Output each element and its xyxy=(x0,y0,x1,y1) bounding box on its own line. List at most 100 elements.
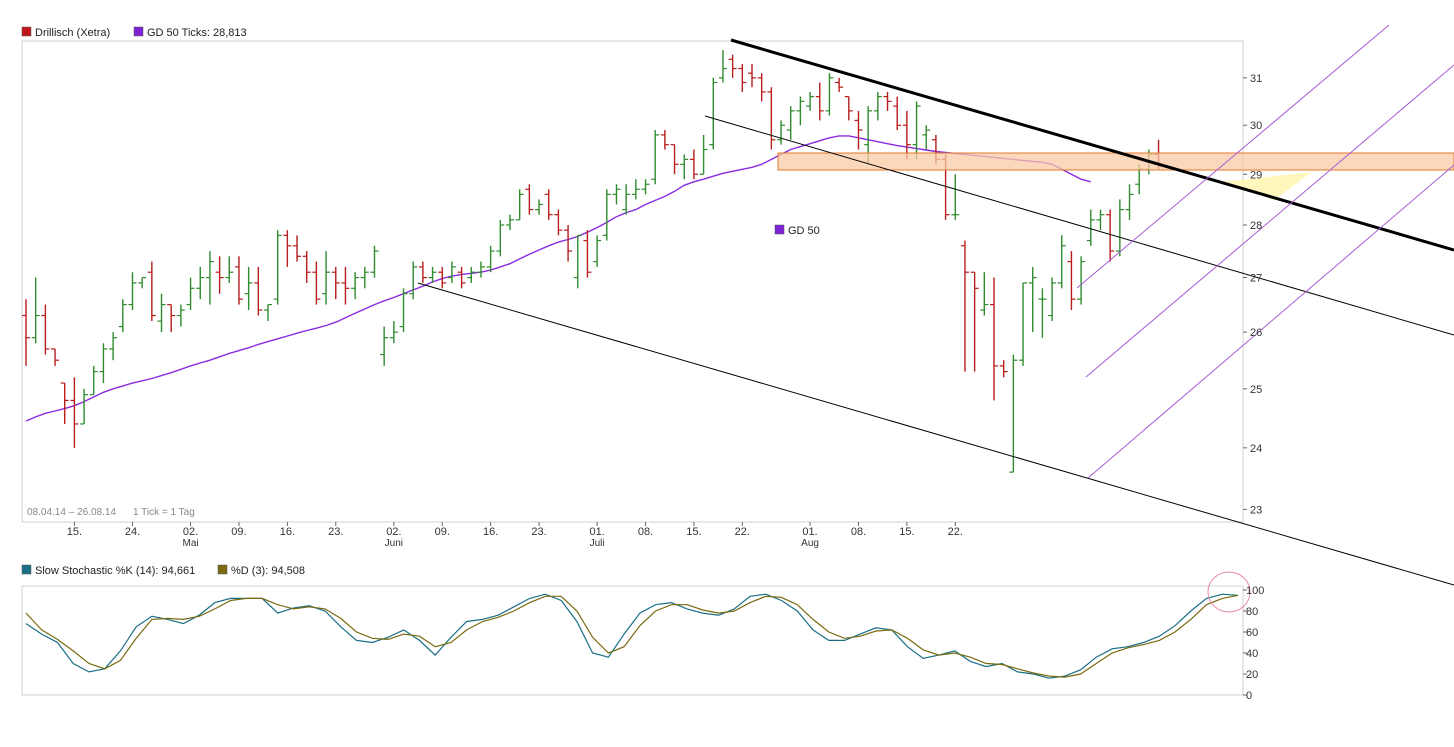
date-tick-label: 09. xyxy=(435,526,450,538)
price-tick-label: 23 xyxy=(1250,504,1262,516)
stoch-tick-label: 80 xyxy=(1246,606,1258,618)
ohlc-bar xyxy=(70,377,79,448)
ohlc-bar xyxy=(312,261,321,305)
rising-channel-bottom xyxy=(1087,164,1454,479)
ohlc-bar xyxy=(1019,282,1028,366)
ohlc-bar xyxy=(418,261,427,283)
ohlc-bar xyxy=(506,214,514,231)
ohlc-bar xyxy=(360,266,369,289)
ohlc-bar xyxy=(990,277,998,401)
ohlc-bar xyxy=(428,266,437,283)
price-tick-label: 29 xyxy=(1250,169,1262,181)
ohlc-bar xyxy=(273,230,282,305)
legend-swatch-price xyxy=(21,26,32,37)
ohlc-bar xyxy=(80,388,89,425)
ohlc-bar xyxy=(573,234,582,289)
ohlc-bar xyxy=(980,272,989,316)
ohlc-bar xyxy=(593,235,602,267)
ohlc-bar xyxy=(583,230,592,278)
ohlc-bar xyxy=(89,365,98,396)
date-tick-label: 24. xyxy=(125,526,140,538)
ohlc-bar xyxy=(457,266,466,289)
price-tick-label: 30 xyxy=(1250,120,1262,132)
ohlc-bar xyxy=(602,189,611,241)
rising-channel-top xyxy=(1076,24,1390,289)
ohlc-bar xyxy=(351,272,360,300)
date-tick-label: 16. xyxy=(483,526,498,538)
month-label: Juli xyxy=(590,538,605,549)
price-tick-label: 28 xyxy=(1250,220,1262,232)
ohlc-bar xyxy=(196,266,205,300)
rising-channel-mid xyxy=(1085,64,1454,378)
ma-inline-swatch xyxy=(774,224,785,235)
ohlc-bar xyxy=(1057,235,1066,289)
legend-swatch-ma xyxy=(133,26,144,37)
date-tick-label: 22. xyxy=(735,526,750,538)
date-tick-label: 15. xyxy=(686,526,701,538)
ohlc-bar xyxy=(806,91,815,111)
ohlc-bar xyxy=(748,63,756,88)
ohlc-bar xyxy=(564,224,573,262)
date-tick-label: 01. xyxy=(589,526,604,538)
legend-label-ma: GD 50 Ticks: 28,813 xyxy=(147,27,247,39)
stoch-tick-label: 100 xyxy=(1246,585,1264,597)
legend-label-stoch-k: Slow Stochastic %K (14): 94,661 xyxy=(35,565,195,577)
ohlc-bar xyxy=(738,63,747,92)
ohlc-bar xyxy=(1009,354,1018,473)
price-axis: 23 24 25 26 27 28 29 30 31 xyxy=(1243,73,1262,516)
date-tick-label: 23. xyxy=(328,526,343,538)
ohlc-bar xyxy=(254,266,263,316)
price-tick-label: 26 xyxy=(1250,327,1262,339)
date-tick-label: 08. xyxy=(851,526,866,538)
ohlc-bar xyxy=(1077,256,1086,305)
ohlc-bar xyxy=(728,54,737,78)
ohlc-bar xyxy=(660,130,669,150)
ohlc-bar xyxy=(1038,288,1047,338)
ohlc-bar xyxy=(999,360,1008,378)
ohlc-bar xyxy=(215,256,224,294)
ohlc-bar xyxy=(777,120,786,145)
ohlc-bar xyxy=(680,154,689,180)
ohlc-bar xyxy=(486,245,495,273)
ohlc-bar xyxy=(951,174,960,220)
ohlc-bar xyxy=(409,261,418,300)
stoch-legend: Slow Stochastic %K (14): 94,661 %D (3): … xyxy=(21,564,305,577)
ohlc-bar xyxy=(293,235,302,262)
highlight-triangle xyxy=(1222,172,1312,200)
ohlc-bar xyxy=(757,73,766,102)
month-label: Juni xyxy=(385,538,403,549)
ohlc-bar xyxy=(467,266,476,283)
ohlc-bar xyxy=(1115,199,1124,257)
date-tick-label: 15. xyxy=(67,526,82,538)
ohlc-bar xyxy=(699,134,708,175)
ohlc-bar xyxy=(167,303,176,333)
ohlc-bar xyxy=(1028,266,1037,333)
ohlc-bar xyxy=(554,209,563,236)
ohlc-bar xyxy=(970,271,979,372)
ohlc-bar xyxy=(128,272,137,311)
stoch-tick-label: 20 xyxy=(1246,669,1258,681)
ohlc-bar xyxy=(176,304,185,327)
ohlc-bar xyxy=(873,91,882,121)
ma-inline-label: GD 50 xyxy=(774,224,820,237)
ohlc-bar xyxy=(815,82,824,121)
stoch-k-line xyxy=(25,593,1239,679)
main-legend: Drillisch (Xetra) GD 50 Ticks: 28,813 xyxy=(21,26,247,39)
ohlc-bar xyxy=(912,101,921,160)
ohlc-bar xyxy=(1048,277,1057,322)
date-tick-label: 02. xyxy=(386,526,401,538)
main-plot-frame xyxy=(21,40,1244,523)
date-tick-label: 16. xyxy=(280,526,295,538)
ohlc-bar xyxy=(389,321,398,344)
ohlc-bar xyxy=(22,299,30,366)
legend-swatch-stoch-k xyxy=(21,564,32,575)
ohlc-bar xyxy=(844,96,853,121)
ohlc-bar xyxy=(1125,184,1134,220)
stoch-axis: 0 20 40 60 80 100 xyxy=(1243,585,1264,702)
ohlc-bar xyxy=(544,189,553,220)
ohlc-bar xyxy=(225,256,234,283)
ohlc-bar xyxy=(380,326,389,366)
ohlc-bar xyxy=(641,179,650,195)
